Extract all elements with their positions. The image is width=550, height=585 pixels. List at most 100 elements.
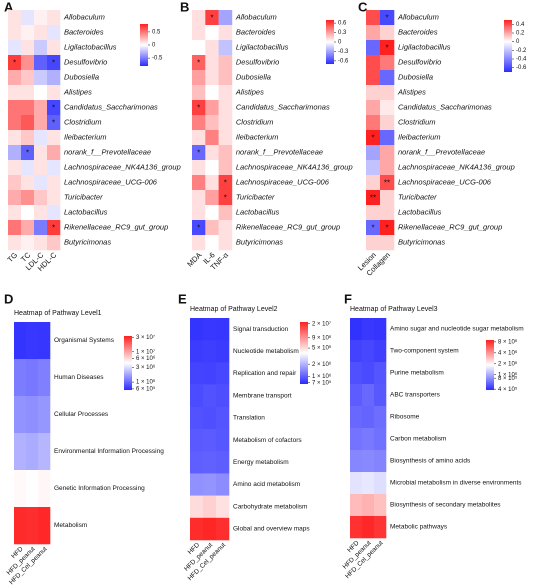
- heatmap-cell: [203, 451, 217, 474]
- heatmap-cell: [190, 517, 204, 541]
- row-label: Amino sugar and nucleotide sugar metabol…: [390, 326, 524, 333]
- panel-label: D: [4, 291, 13, 306]
- heatmap-cell: [14, 359, 27, 397]
- row-label: Biosynthesis of amino acids: [390, 458, 471, 465]
- color-tick-label: -0.6: [516, 65, 527, 71]
- heatmap-cell: [34, 85, 48, 101]
- significance-label: *: [371, 134, 374, 143]
- heatmap-cell: [8, 130, 22, 146]
- row-label: Alistipes: [63, 87, 92, 96]
- heatmap-cell: [38, 470, 51, 508]
- row-label: Allobaculum: [397, 12, 439, 21]
- row-label: Butyricimonas: [64, 237, 111, 246]
- row-label: Purine metabolism: [390, 370, 444, 377]
- heatmap-cell: [380, 175, 395, 191]
- heatmap-cell: [38, 507, 51, 545]
- heatmap-cell: [366, 145, 381, 161]
- heatmap-cell: [21, 55, 35, 71]
- heatmap-cell: [216, 473, 230, 496]
- heatmap-cell: [34, 205, 48, 221]
- heatmap-cell: [218, 175, 233, 191]
- heatmap-cell: [21, 235, 35, 251]
- heatmap-cell: [205, 190, 219, 206]
- heatmap-cell: [366, 70, 381, 86]
- color-bar: [124, 336, 132, 390]
- heatmap-cell: [8, 160, 22, 176]
- heatmap-cell: [218, 85, 233, 101]
- heatmap-cell: [34, 145, 48, 161]
- heatmap-cell: [34, 190, 48, 206]
- heatmap-cell: [366, 100, 381, 116]
- heatmap-cell: [14, 433, 27, 471]
- heatmap-cell: [366, 115, 381, 131]
- heatmap-cell: [366, 40, 381, 56]
- significance-label: *: [371, 224, 374, 233]
- heatmap-cell: [38, 359, 51, 397]
- significance-label: *: [197, 59, 200, 68]
- heatmap-cell: [14, 507, 27, 545]
- heatmap-cell: [21, 220, 35, 236]
- heatmap-cell: [192, 85, 206, 101]
- heatmap-cell: [203, 340, 217, 363]
- color-bar: [300, 322, 308, 384]
- heatmap-cell: [216, 340, 230, 363]
- color-tick-label: 7 × 10⁵: [312, 379, 332, 386]
- row-label: Human Diseases: [54, 374, 104, 381]
- heatmap-cell: [374, 428, 387, 451]
- heatmap-cell: [192, 145, 206, 161]
- color-tick-label: 0.5: [152, 29, 161, 35]
- heatmap-cell: [362, 494, 375, 517]
- heatmap-cell: [218, 100, 233, 116]
- heatmap-cell: [47, 160, 61, 176]
- row-label: Butyricimonas: [236, 237, 283, 246]
- heatmap-cell: [366, 175, 381, 191]
- heatmap-cell: [203, 517, 217, 541]
- heatmap-cell: [21, 40, 35, 56]
- heatmap-cell: [380, 100, 395, 116]
- heatmap-cell: [216, 429, 230, 452]
- row-label: ABC transporters: [390, 392, 441, 399]
- heatmap-cell: [21, 85, 35, 101]
- row-label: Translation: [233, 415, 265, 422]
- significance-label: **: [370, 194, 376, 203]
- heatmap-cell: [192, 55, 206, 71]
- heatmap-cell: [366, 25, 381, 41]
- heatmap-cell: [380, 160, 395, 176]
- heatmap-cell: [190, 473, 204, 496]
- row-label: norank_f__Prevotellaceae: [236, 147, 323, 156]
- heatmap-cell: [203, 429, 217, 452]
- heatmap-cell: [190, 340, 204, 363]
- heatmap-cell: [205, 235, 219, 251]
- heatmap-cell: [205, 40, 219, 56]
- significance-label: *: [197, 224, 200, 233]
- heatmap-cell: [362, 516, 375, 539]
- heatmap-cell: [350, 472, 363, 495]
- heatmap-cell: [21, 130, 35, 146]
- heatmap-cell: [216, 362, 230, 385]
- heatmap-cell: [26, 322, 39, 360]
- heatmap-cell: [192, 205, 206, 221]
- heatmap-cell: [203, 384, 217, 408]
- heatmap-cell: [362, 384, 375, 407]
- color-tick-label: 0.2: [516, 31, 525, 37]
- row-label: Butyricimonas: [398, 237, 445, 246]
- heatmap-cell: [192, 25, 206, 41]
- color-tick-label: 2 × 10⁷: [312, 320, 331, 327]
- row-label: Turicibacter: [398, 192, 437, 201]
- significance-label: *: [197, 104, 200, 113]
- row-label: Allobaculum: [235, 12, 277, 21]
- heatmap-cell: [205, 175, 219, 191]
- heatmap-cell: [47, 25, 61, 41]
- heatmap-cell: [190, 495, 204, 519]
- heatmap-cell: [380, 85, 395, 101]
- significance-label: *: [385, 44, 388, 53]
- significance-label: *: [385, 14, 388, 23]
- row-label: Signal transduction: [233, 326, 289, 333]
- heatmap-cell: [205, 145, 219, 161]
- column-label: TG: [6, 250, 20, 264]
- color-tick-label: 1 × 10⁷: [136, 348, 155, 355]
- significance-label: *: [13, 59, 16, 68]
- heatmap-cell: [374, 450, 387, 473]
- heatmap-cell: [380, 190, 395, 206]
